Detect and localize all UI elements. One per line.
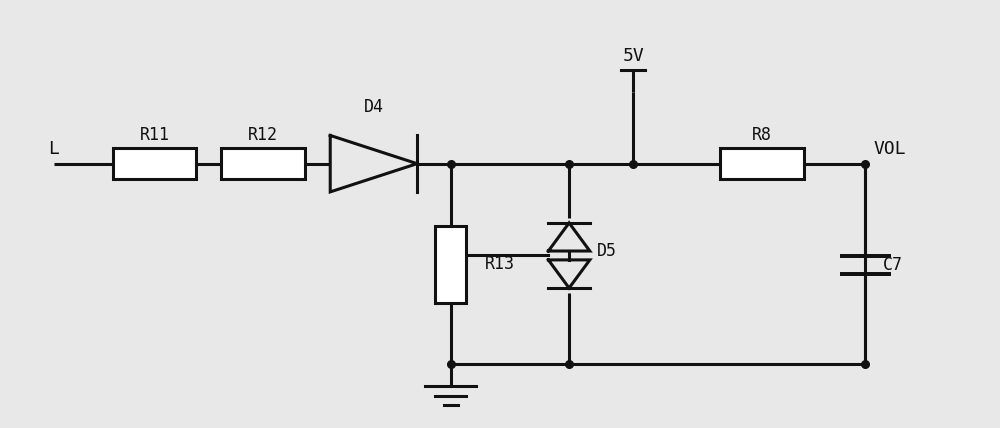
Text: 5V: 5V [622, 47, 644, 65]
Bar [113, 148, 196, 179]
Bar [435, 226, 466, 303]
Text: R8: R8 [752, 126, 772, 144]
Bar [221, 148, 305, 179]
Text: VOL: VOL [873, 140, 906, 158]
Text: R13: R13 [485, 256, 515, 273]
Text: D5: D5 [597, 241, 617, 259]
Text: C7: C7 [883, 256, 903, 274]
Text: R12: R12 [248, 126, 278, 144]
Text: R11: R11 [140, 126, 170, 144]
Text: D4: D4 [364, 98, 384, 116]
Text: L: L [48, 140, 59, 158]
Bar [720, 148, 804, 179]
